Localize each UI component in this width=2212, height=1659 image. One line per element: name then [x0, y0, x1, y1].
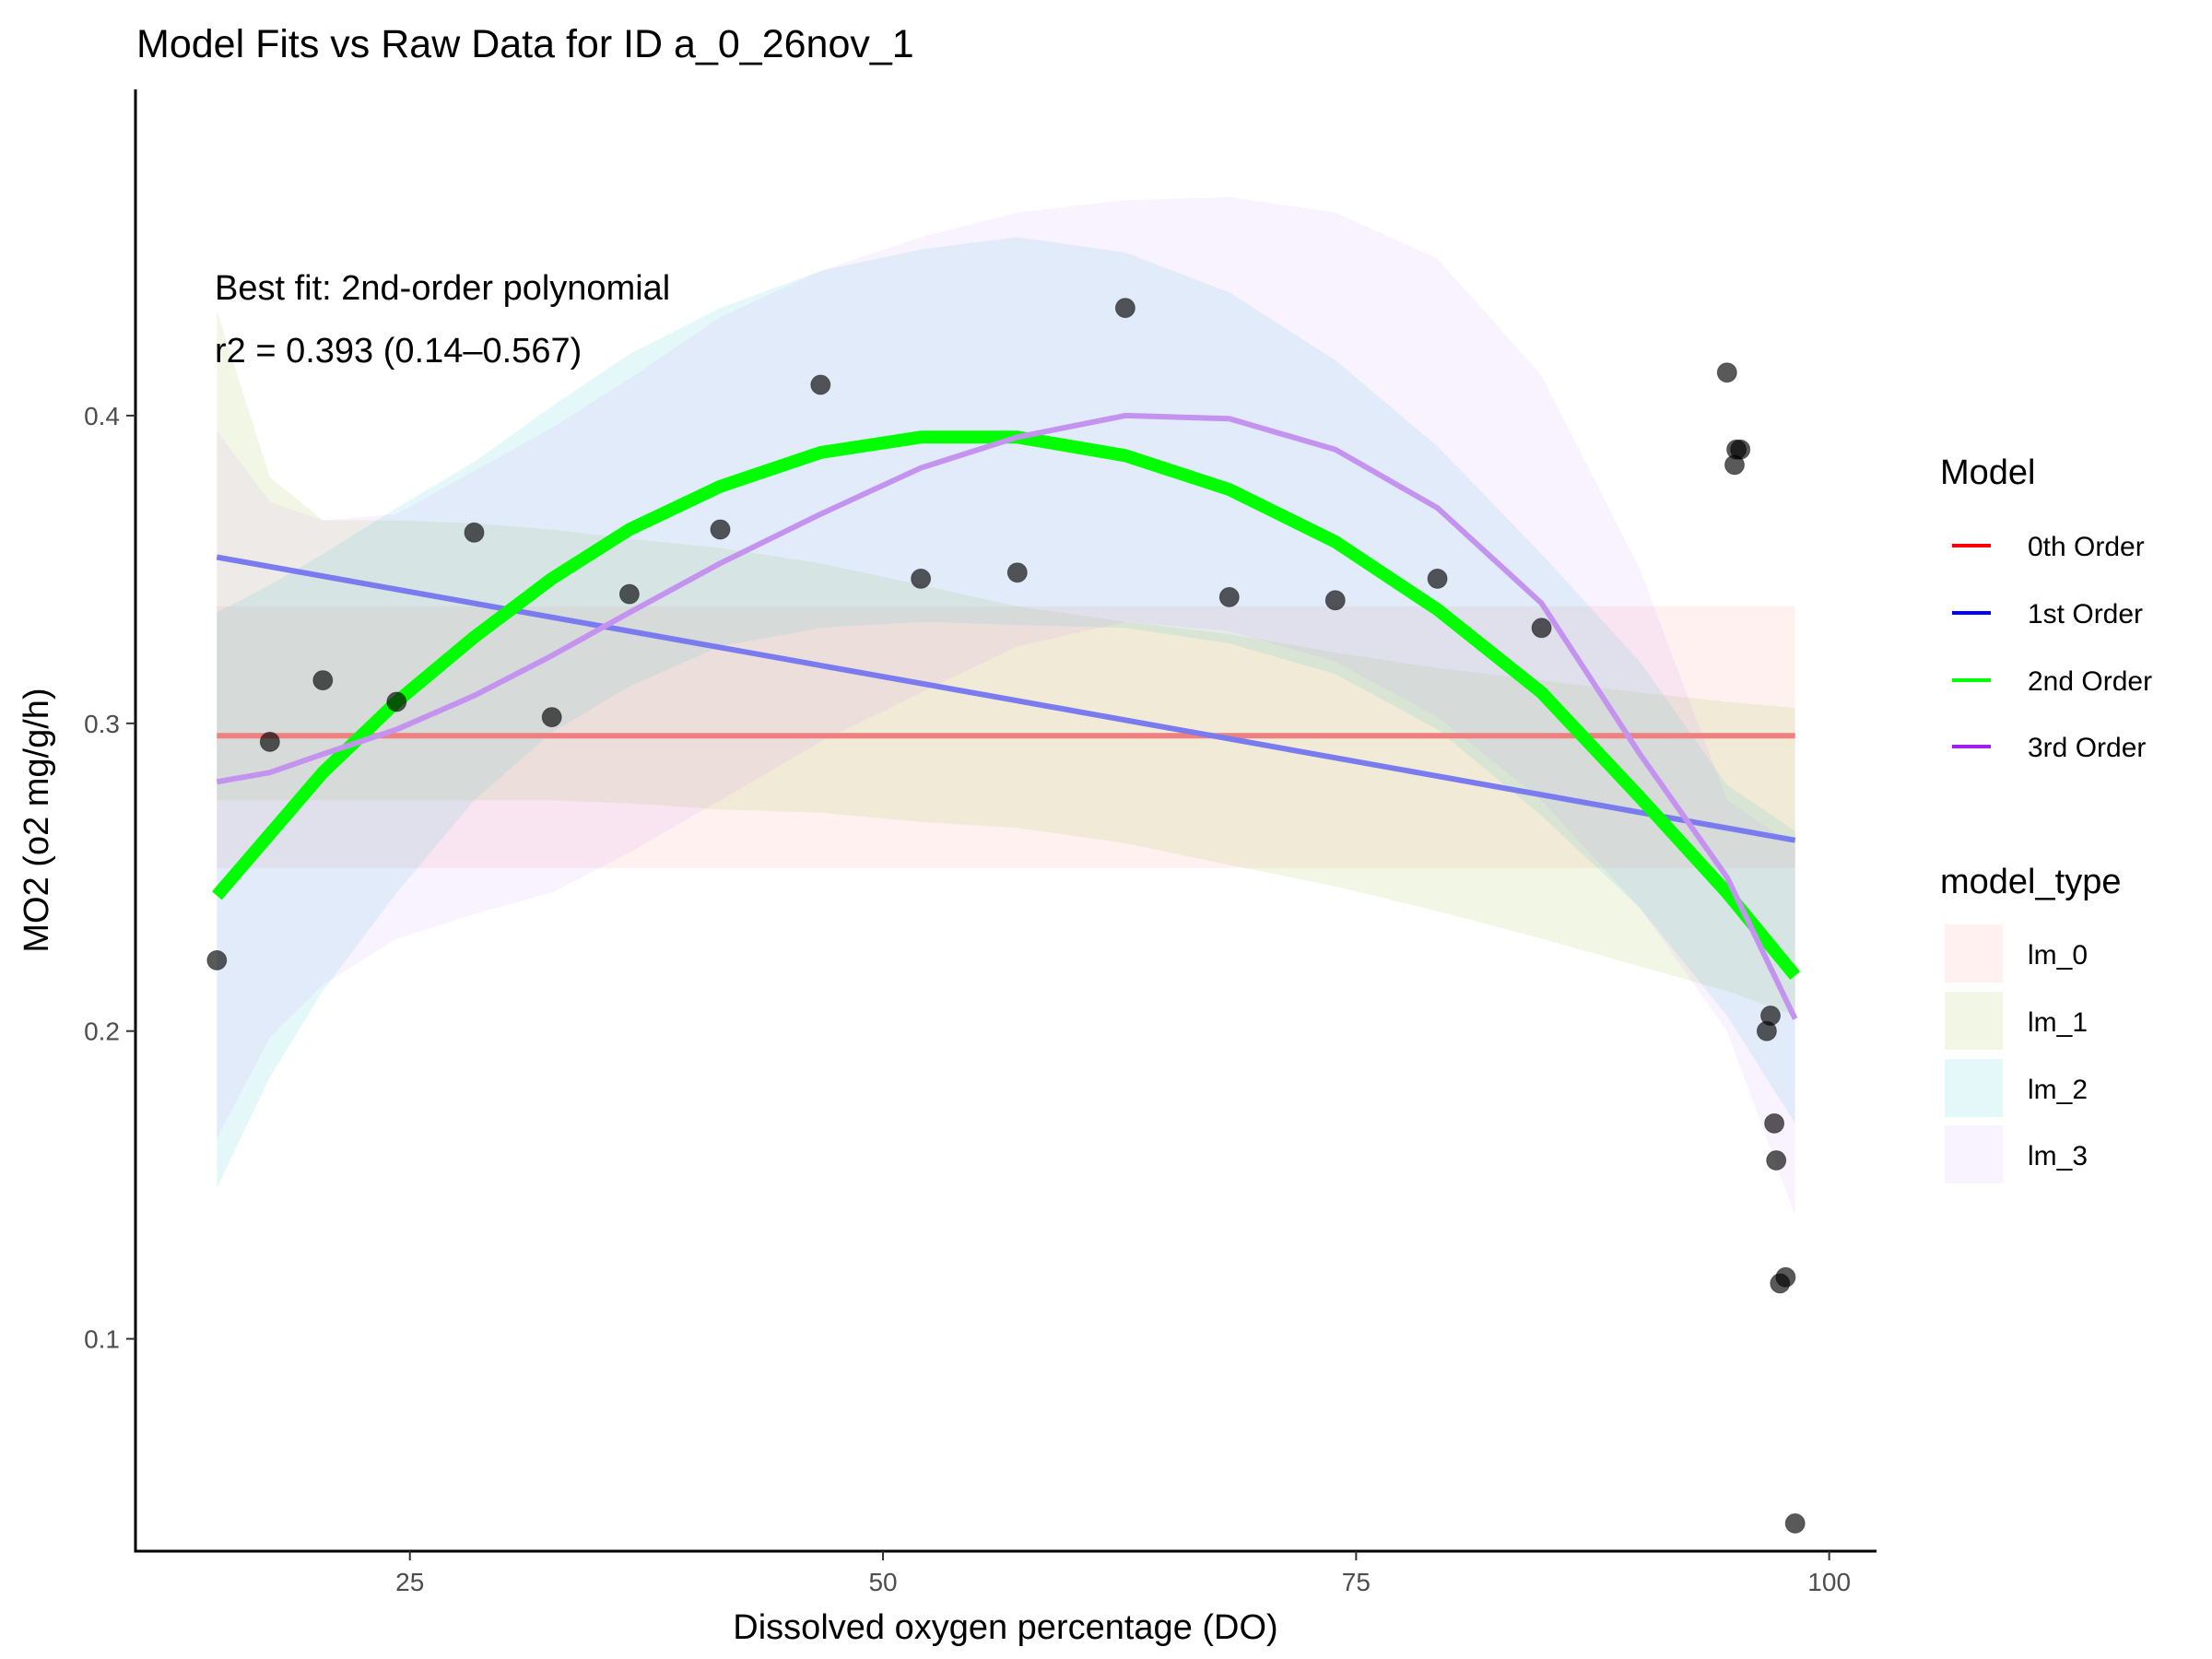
legend-label-2nd-order: 2nd Order	[2028, 666, 2152, 697]
legend-label-lm-2: lm_2	[2028, 1075, 2088, 1105]
points-layer	[206, 298, 1806, 1534]
data-point	[206, 949, 228, 971]
ribbon-lm-3	[217, 196, 1795, 1217]
data-point	[618, 583, 640, 605]
data-point	[1716, 362, 1737, 383]
legend-label-3rd-order: 3rd Order	[2028, 733, 2146, 763]
x-tick-label: 50	[868, 1568, 897, 1596]
y-tick-label: 0.2	[84, 1018, 120, 1046]
data-point	[1760, 1006, 1781, 1026]
data-point	[1784, 1512, 1806, 1534]
legend-key-lm-3	[1945, 1125, 2003, 1183]
legend-label-lm-1: lm_1	[2028, 1007, 2088, 1038]
legend-model-type-title: model_type	[1940, 863, 2121, 901]
y-ticks: 0.1 0.2 0.3 0.4	[84, 402, 135, 1354]
x-tick-label: 75	[1342, 1568, 1371, 1596]
legend-key-lm-2	[1945, 1059, 2003, 1117]
legend-model-type-items: lm_0 lm_1 lm_2 lm_3	[1945, 924, 2088, 1183]
data-point	[710, 519, 731, 540]
legend-model-items: 0th Order 1st Order 2nd Order 3rd Order	[1952, 532, 2152, 763]
data-point	[1324, 590, 1346, 611]
chart-title: Model Fits vs Raw Data for ID a_0_26nov_…	[136, 22, 914, 66]
ribbons-layer	[217, 196, 1795, 1217]
x-tick-label: 100	[1807, 1568, 1851, 1596]
x-axis-label: Dissolved oxygen percentage (DO)	[733, 1608, 1277, 1647]
legend-model-title: Model	[1940, 453, 2036, 492]
ribbon-lm-1	[217, 311, 1795, 1016]
data-point	[386, 691, 407, 712]
data-point	[1114, 298, 1135, 319]
annotation-r2: r2 = 0.393 (0.14–0.567)	[215, 332, 582, 371]
ribbon-lm-2	[217, 237, 1795, 1188]
x-tick-label: 25	[395, 1568, 424, 1596]
legend-model-type: model_type lm_0 lm_1 lm_2 lm_3	[1940, 863, 2121, 1183]
data-point	[1730, 439, 1751, 460]
x-ticks: 25 50 75 100	[395, 1551, 1851, 1596]
plot-panel	[206, 196, 1806, 1534]
fit-line-1st-order	[216, 554, 1796, 843]
legend-label-1st-order: 1st Order	[2028, 599, 2143, 629]
data-point	[259, 731, 280, 752]
axes: 25 50 75 100 0.1 0.2 0.3 0.4 Dissolved oxygen …	[18, 89, 1877, 1647]
legend-key-lm-1	[1945, 992, 2003, 1050]
data-point	[1766, 1150, 1787, 1171]
legend-label-0th-order: 0th Order	[2028, 532, 2145, 562]
data-point	[1531, 618, 1552, 639]
data-point	[1006, 562, 1028, 583]
data-point	[312, 670, 334, 691]
y-tick-label: 0.1	[84, 1325, 120, 1354]
data-point	[541, 707, 562, 728]
annotation-best-fit: Best fit: 2nd-order polynomial	[215, 269, 670, 308]
legend-key-lm-0	[1945, 924, 2003, 982]
data-point	[810, 374, 831, 395]
legend-label-lm-3: lm_3	[2028, 1141, 2088, 1171]
data-point	[1775, 1266, 1796, 1288]
y-tick-label: 0.4	[84, 402, 120, 430]
y-tick-label: 0.3	[84, 710, 120, 738]
y-axis-label: MO2 (o2 mg/g/h)	[18, 688, 56, 952]
data-point	[1218, 586, 1240, 607]
data-point	[1427, 568, 1448, 589]
legend-model: Model 0th Order 1st Order 2nd Order 3rd Ord…	[1940, 453, 2152, 763]
annotation: Best fit: 2nd-order polynomial r2 = 0.39…	[215, 269, 670, 371]
data-point	[911, 568, 932, 589]
legend-label-lm-0: lm_0	[2028, 940, 2088, 971]
fit-line-3rd-order	[216, 412, 1798, 1020]
data-point	[1764, 1112, 1785, 1134]
data-point	[464, 522, 485, 543]
